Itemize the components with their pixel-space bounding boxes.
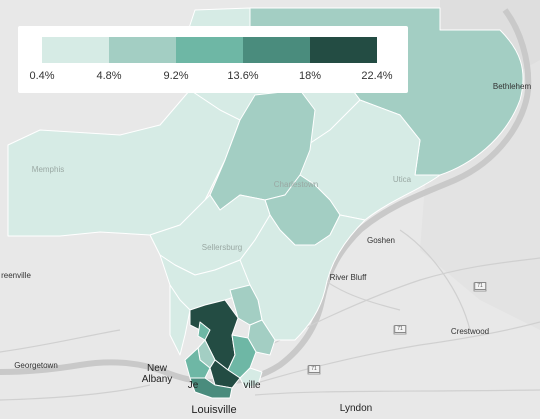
ohio-river [0,8,532,386]
place-greenville-fragment: reenville [1,271,31,280]
place-lyndon: Lyndon [339,403,373,414]
region-jeff-lightest[interactable] [239,367,263,389]
region-west[interactable] [7,89,241,237]
region-jeff-riverfront[interactable] [189,377,233,399]
route-label-i71-b: 71 [394,325,406,333]
place-sellersburg: Sellersburg [201,243,243,252]
place-new-albany-line2: Albany [141,374,173,385]
place-bethlehem-fragment: Bethlehem [492,82,532,91]
legend-bin-4 [310,37,377,63]
legend-bin-3 [243,37,310,63]
place-crestwood: Crestwood [450,327,490,336]
region-south-sliver[interactable] [169,284,191,356]
place-new-albany: New Albany [142,363,173,385]
place-memphis-fragment: Memphis [31,165,65,174]
legend: 0.4% 4.8% 9.2% 13.6% 18% 22.4% [18,26,408,93]
legend-color-bins [42,37,377,63]
legend-label-4: 18% [298,70,322,82]
place-river-bluff: River Bluff [329,273,367,282]
route-label-i71-c: 71 [308,365,320,373]
legend-bin-2 [176,37,243,63]
route-label-i71-a: 71 [474,282,486,290]
legend-label-1: 4.8% [96,70,122,82]
legend-label-3: 13.6% [227,70,259,82]
legend-label-5: 22.4% [361,70,393,82]
legend-bin-1 [109,37,176,63]
place-jeffersonville-suffix: ville [243,380,261,391]
place-charlestown: Charlestown [273,180,319,189]
place-louisville: Louisville [191,404,237,416]
legend-label-0: 0.4% [29,70,55,82]
region-jeff-tiny[interactable] [197,321,211,341]
place-jeffersonville-fragment: Je [187,380,199,391]
legend-bin-0 [42,37,109,63]
roads [0,229,540,401]
place-georgetown: Georgetown [14,361,58,370]
place-new-albany-line1: New [146,363,168,374]
legend-label-2: 9.2% [163,70,189,82]
place-goshen: Goshen [366,236,396,245]
place-utica-fragment: Utica [392,175,412,184]
